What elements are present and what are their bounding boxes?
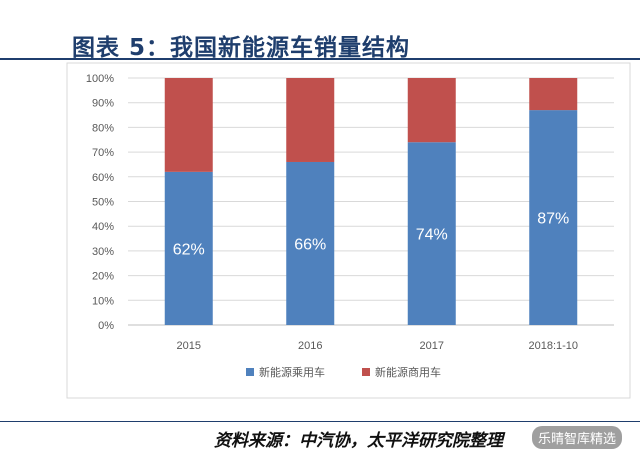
page-title: 图表 5：我国新能源车销量结构: [72, 35, 411, 61]
legend-swatch-passenger: [246, 368, 254, 376]
y-tick-label: 60%: [92, 172, 114, 184]
data-label: 62%: [173, 241, 205, 258]
y-tick-label: 20%: [92, 271, 114, 283]
data-label: 74%: [416, 227, 448, 244]
bar-commercial: [164, 78, 213, 172]
x-tick-label: 2017: [420, 340, 444, 352]
y-tick-label: 30%: [92, 246, 114, 258]
legend-swatch-commercial: [362, 368, 370, 376]
x-tick-label: 2018:1-10: [528, 340, 578, 352]
y-tick-label: 10%: [92, 295, 114, 307]
bar-commercial: [407, 78, 456, 143]
legend-label: 新能源乘用车: [259, 365, 325, 379]
y-tick-label: 90%: [92, 98, 114, 110]
y-tick-label: 50%: [92, 197, 114, 209]
header-divider: [0, 58, 640, 60]
data-label: 87%: [537, 211, 569, 228]
bar-passenger: [407, 142, 456, 325]
bar-passenger: [164, 171, 213, 325]
bar-passenger: [286, 161, 335, 325]
footer-divider: [0, 421, 640, 422]
bar-commercial: [286, 78, 335, 162]
y-tick-label: 80%: [92, 122, 114, 134]
data-label: 66%: [294, 236, 326, 253]
y-tick-label: 100%: [86, 73, 114, 85]
x-tick-label: 2016: [298, 340, 322, 352]
watermark-badge: 乐晴智库精选: [531, 426, 622, 449]
y-tick-label: 40%: [92, 221, 114, 233]
legend-label: 新能源商用车: [375, 365, 441, 379]
x-tick-label: 2015: [177, 340, 201, 352]
bar-commercial: [529, 78, 578, 111]
source-note: 资料来源：中汽协，太平洋研究院整理: [214, 431, 503, 451]
bar-passenger: [529, 110, 578, 325]
y-tick-label: 70%: [92, 147, 114, 159]
y-tick-label: 0%: [98, 320, 114, 332]
